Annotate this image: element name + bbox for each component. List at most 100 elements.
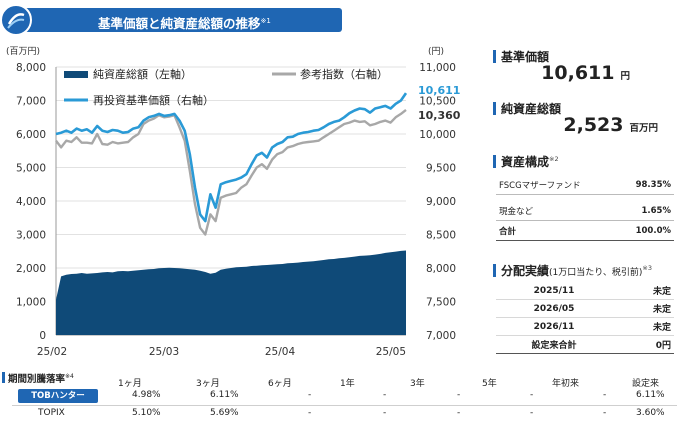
return-cell: 6.11% <box>636 390 665 400</box>
dividend-row: 2026/11 未定 <box>496 317 674 336</box>
return-cell: - <box>308 408 312 418</box>
legend-swatch-net-assets <box>64 71 88 78</box>
net-assets-number: 2,523 <box>563 114 624 136</box>
period-returns-title: 期間別騰落率※4 <box>2 372 74 385</box>
x-tick-label: 25/04 <box>265 346 296 358</box>
right-tick-label: 9,500 <box>426 163 456 175</box>
dividends-sub: (1万口当たり、税引前) <box>549 268 643 278</box>
end-label-reference: 10,360 <box>418 109 461 122</box>
x-tick-label: 25/02 <box>37 346 67 358</box>
dividend-date: 2025/11 <box>496 282 612 300</box>
left-tick-label: 4,000 <box>16 196 46 208</box>
left-tick-label: 1,000 <box>16 297 46 309</box>
logo-mark-icon <box>7 13 25 29</box>
page-title-text: 基準価額と純資産総額の推移 <box>98 16 261 31</box>
left-tick-label: 7,000 <box>16 96 46 108</box>
series-area-net-assets <box>56 250 406 335</box>
legend-label-reference: 参考指数（右軸） <box>300 67 388 81</box>
dividend-row: 2025/11 未定 <box>496 282 674 300</box>
dividend-value: 未定 <box>612 282 674 300</box>
legend-label-net-assets: 純資産総額（左軸） <box>93 67 192 81</box>
right-tick-label: 9,000 <box>426 196 456 208</box>
return-cell: - <box>530 408 534 418</box>
col-header: 1ヶ月 <box>118 379 142 389</box>
left-axis-unit: (百万円) <box>6 46 40 57</box>
dividends-note: ※3 <box>642 264 652 272</box>
period-returns-note: ※4 <box>65 372 74 380</box>
brand-logo-icon <box>0 4 32 36</box>
nav-value: 10,611 円 <box>540 62 630 84</box>
col-header: 設定来 <box>632 379 660 389</box>
col-header: 5年 <box>482 379 497 389</box>
left-tick-label: 3,000 <box>16 230 46 242</box>
return-cell: - <box>603 390 607 400</box>
benchmark-name: TOPIX <box>38 408 65 418</box>
dividend-value: 未定 <box>612 299 674 318</box>
page-title-note: ※1 <box>260 16 271 25</box>
right-tick-label: 10,500 <box>419 96 456 108</box>
left-tick-label: 2,000 <box>16 263 46 275</box>
right-tick-label: 8,500 <box>426 230 456 242</box>
net-assets-unit: 百万円 <box>629 123 658 134</box>
return-cell: 5.10% <box>132 408 161 418</box>
composition-name: 現金など <box>496 201 617 221</box>
left-tick-label: 8,000 <box>16 62 46 74</box>
col-header: 3ヶ月 <box>196 379 220 389</box>
composition-value: 1.65% <box>616 201 674 221</box>
return-cell: - <box>383 390 387 400</box>
nav-section-label: 基準価額 <box>493 48 549 65</box>
legend-label-nav: 再投資基準価額（右軸） <box>93 93 214 107</box>
left-tick-label: 6,000 <box>16 129 46 141</box>
net-assets-section-label: 純資産総額 <box>493 100 561 117</box>
right-tick-label: 7,000 <box>426 330 456 342</box>
x-tick-label: 25/03 <box>149 346 179 358</box>
right-tick-label: 10,000 <box>419 129 456 141</box>
composition-name: FSCGマザーファンド <box>496 175 617 195</box>
end-label-nav: 10,611 <box>418 84 460 97</box>
return-cell: 5.69% <box>210 408 239 418</box>
nav-value-unit: 円 <box>620 71 630 82</box>
return-cell: - <box>383 408 387 418</box>
composition-total-name: 合計 <box>496 220 617 241</box>
composition-total-row: 合計 100.0% <box>496 220 674 241</box>
right-tick-label: 8,000 <box>426 263 456 275</box>
x-tick-label: 25/05 <box>376 346 406 358</box>
fund-name-badge: TOBハンター <box>18 389 98 403</box>
dividend-date: 2026/11 <box>496 317 612 336</box>
series-line-nav <box>55 92 408 223</box>
composition-section-label: 資産構成※2 <box>493 153 559 170</box>
return-cell: 4.98% <box>132 390 161 400</box>
composition-note: ※2 <box>549 155 559 163</box>
dividend-total-row: 設定来合計 0円 <box>496 335 674 354</box>
dividend-row: 2026/05 未定 <box>496 299 674 318</box>
return-cell: - <box>457 408 461 418</box>
right-tick-label: 7,500 <box>426 297 456 309</box>
return-cell: - <box>457 390 461 400</box>
composition-row: 現金など 1.65% <box>496 201 674 221</box>
header-bar <box>14 8 342 32</box>
return-cell: - <box>603 408 607 418</box>
dividend-total-value: 0円 <box>612 335 674 354</box>
return-cell: 6.11% <box>210 390 239 400</box>
return-cell: - <box>530 390 534 400</box>
page-title: 基準価額と純資産総額の推移※1 <box>98 13 271 32</box>
composition-total-value: 100.0% <box>616 220 674 241</box>
return-cell: - <box>308 390 312 400</box>
left-tick-label: 0 <box>39 330 46 342</box>
dividends-section-label: 分配実績(1万口当たり、税引前)※3 <box>493 262 652 279</box>
col-header: 1年 <box>340 379 355 389</box>
composition-table: FSCGマザーファンド 98.35% 現金など 1.65% 合計 100.0% <box>496 175 674 241</box>
period-returns: 期間別騰落率※4 1ヶ月 3ヶ月 6ヶ月 1年 3年 5年 年初来 設定来 TO… <box>0 368 679 424</box>
composition-row: FSCGマザーファンド 98.35% <box>496 175 674 195</box>
right-axis-unit: (円) <box>428 46 444 57</box>
nav-value-number: 10,611 <box>541 62 615 84</box>
col-header: 6ヶ月 <box>268 379 292 389</box>
right-tick-label: 11,000 <box>419 62 456 74</box>
left-tick-label: 5,000 <box>16 163 46 175</box>
dividend-total-label: 設定来合計 <box>496 335 612 354</box>
col-header: 年初来 <box>552 379 580 389</box>
return-cell: 3.60% <box>636 408 665 418</box>
dividend-date: 2026/05 <box>496 299 612 318</box>
dividends-table: 2025/11 未定 2026/05 未定 2026/11 未定 設定来合計 0円 <box>496 282 674 354</box>
net-assets-value: 2,523 百万円 <box>540 114 658 136</box>
